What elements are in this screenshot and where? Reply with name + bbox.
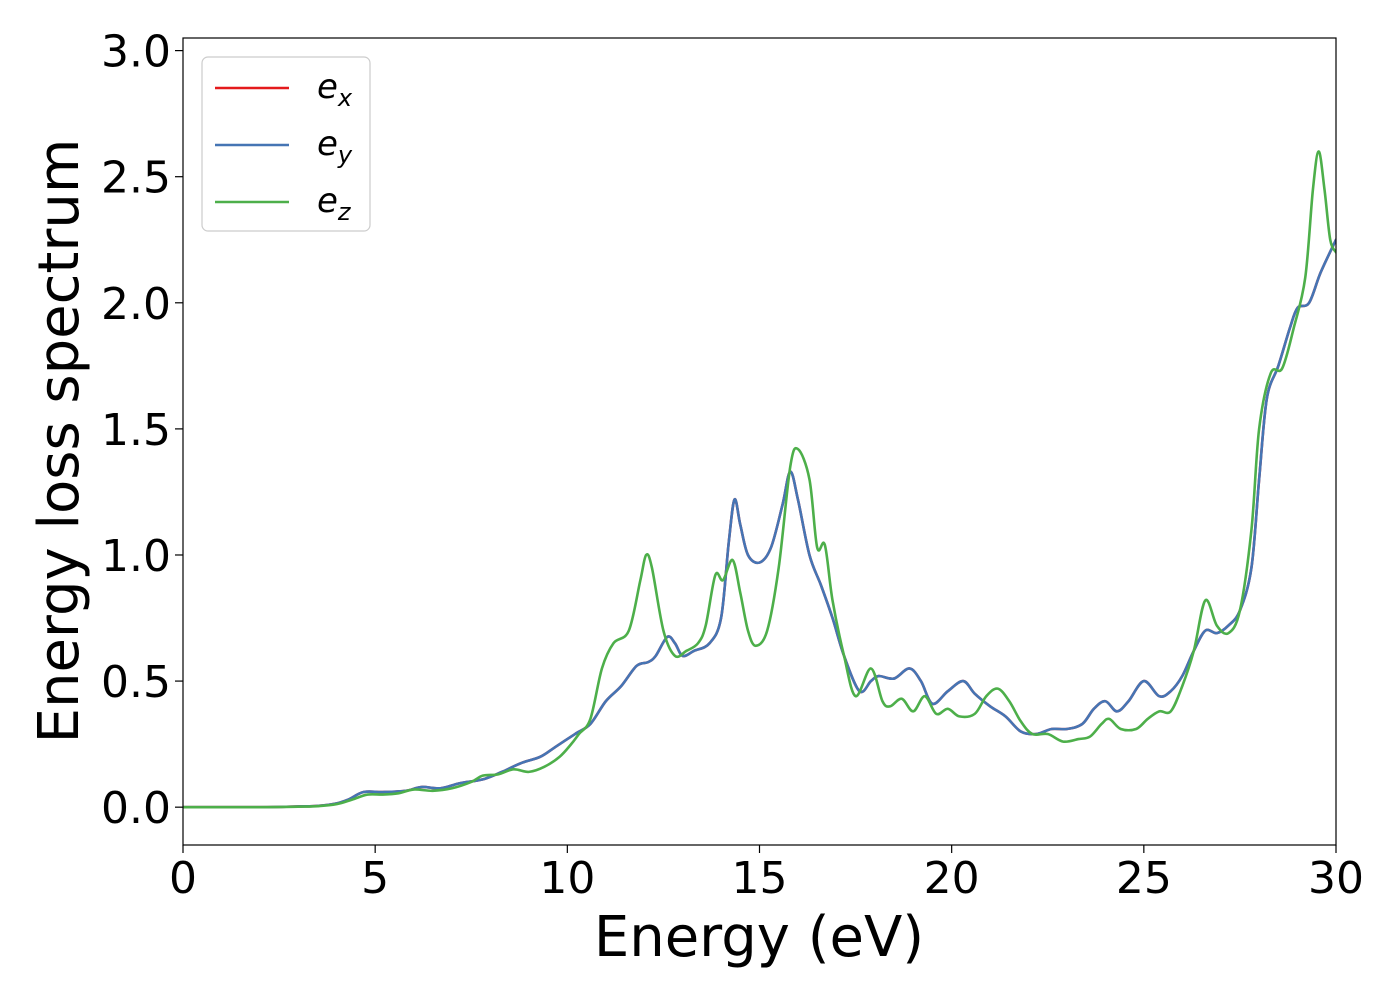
y-tick-label: 2.5 <box>101 153 171 204</box>
y-tick-label: 0.0 <box>101 783 171 834</box>
legend-label-base: e <box>317 67 338 107</box>
x-tick-label: 30 <box>1308 853 1364 904</box>
y-tick-label: 0.5 <box>101 657 171 708</box>
y-tick-label: 2.0 <box>101 279 171 330</box>
y-axis-title: Energy loss spectrum <box>27 139 92 744</box>
series-line-x <box>183 238 1336 809</box>
x-tick-label: 0 <box>169 853 197 904</box>
y-tick-label: 1.0 <box>101 531 171 582</box>
x-tick-label: 20 <box>924 853 980 904</box>
legend-label-subscript: z <box>337 198 352 226</box>
y-tick-label: 1.5 <box>101 405 171 456</box>
legend-label-subscript: x <box>337 84 353 112</box>
legend-label-y: ey <box>317 124 353 169</box>
x-axis-title: Energy (eV) <box>594 905 924 970</box>
series-line-z <box>183 150 1336 809</box>
x-tick-label: 5 <box>361 853 389 904</box>
legend-label-base: e <box>317 181 338 221</box>
y-axis-ticks: 0.0 0.5 1.0 1.5 2.0 2.5 3.0 <box>101 27 183 834</box>
series-line-y <box>183 238 1336 809</box>
y-tick-label: 3.0 <box>101 27 171 78</box>
legend-label-z: ez <box>317 181 352 226</box>
legend-label-x: ex <box>317 67 353 112</box>
x-tick-label: 15 <box>732 853 788 904</box>
legend-label-base: e <box>317 124 338 164</box>
legend-label-subscript: y <box>337 141 353 169</box>
series-layer <box>183 150 1336 809</box>
x-tick-label: 10 <box>539 853 595 904</box>
x-tick-label: 25 <box>1116 853 1172 904</box>
x-axis-ticks: 0 5 10 15 20 25 30 <box>169 845 1364 904</box>
